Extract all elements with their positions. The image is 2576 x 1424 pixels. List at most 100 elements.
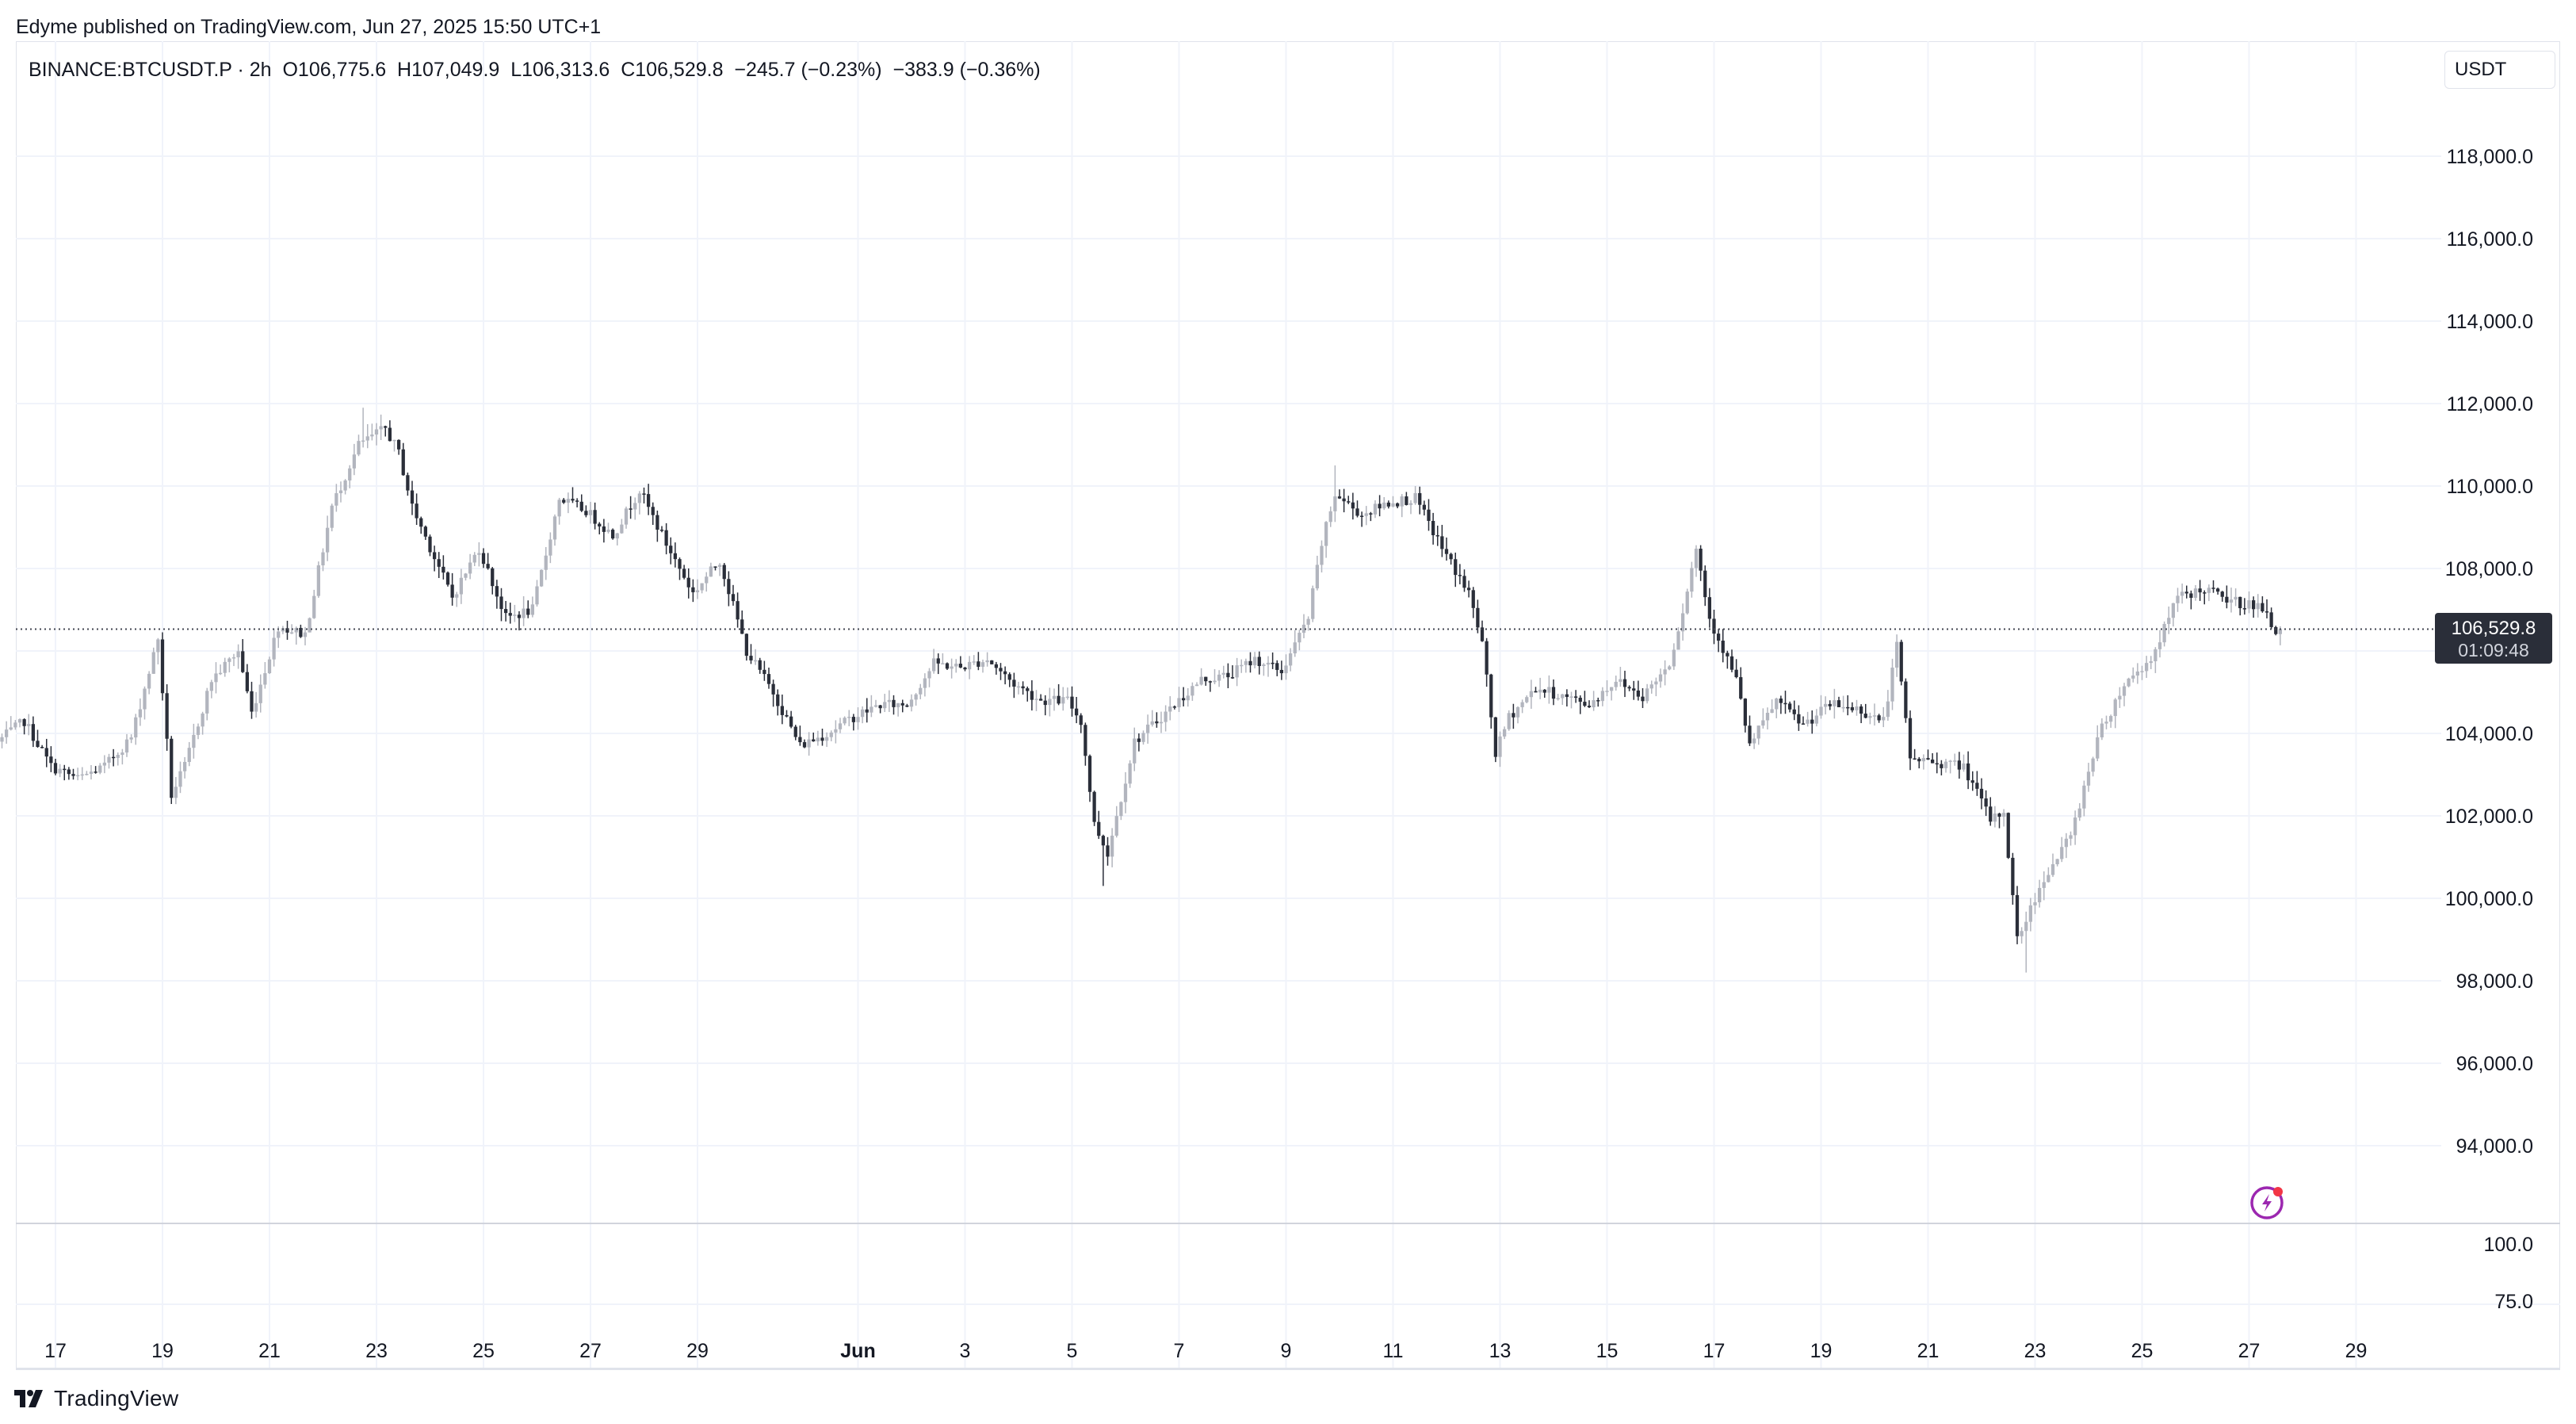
candle-body — [2077, 808, 2081, 818]
candle-body — [1600, 691, 1605, 702]
candle-body — [1369, 513, 1373, 515]
publisher-line: Edyme published on TradingView.com, Jun … — [16, 16, 602, 38]
candle-body — [2127, 678, 2131, 687]
candle-body — [945, 663, 950, 669]
candle-body — [931, 658, 936, 672]
candle-body — [1123, 783, 1128, 802]
candle-body — [1739, 677, 1743, 699]
candle-body — [1413, 492, 1417, 503]
legend-symbol[interactable]: BINANCE:BTCUSDT.P · 2h — [29, 59, 272, 81]
candle-body — [1400, 496, 1404, 507]
candle-body — [972, 661, 976, 663]
candle-body — [1561, 694, 1565, 699]
candle-body — [415, 503, 419, 519]
candle-body — [98, 765, 102, 773]
candle-body — [1641, 696, 1645, 702]
footer-brand: TradingView — [54, 1386, 179, 1411]
candle-body — [673, 553, 678, 560]
time-tick-label: 15 — [1596, 1340, 1619, 1362]
candle-body — [1493, 717, 1498, 757]
candle-body — [1279, 669, 1284, 674]
candle-body — [1841, 706, 1845, 709]
candle-body — [178, 771, 182, 787]
candle-body — [1378, 503, 1382, 509]
candle-body — [4, 729, 9, 737]
candle-body — [1989, 806, 1993, 822]
candle-body — [727, 579, 731, 595]
candle-body — [348, 468, 352, 480]
candle-body — [2234, 596, 2238, 600]
candle-body — [878, 705, 882, 709]
candle-body — [312, 595, 316, 618]
time-tick-label: Jun — [840, 1340, 875, 1362]
candle-body — [1057, 695, 1061, 704]
time-tick-label: 27 — [579, 1340, 602, 1362]
candle-body — [503, 609, 508, 614]
candle-body — [1534, 691, 1538, 693]
candle-body — [1199, 676, 1203, 685]
candle-body — [1324, 522, 1328, 546]
candle-body — [598, 523, 602, 526]
candle-body — [2135, 671, 2140, 676]
time-axis[interactable]: 17 19 21 23 25 27 29 Jun 3 5 7 9 11 13 15 17 19 21 23 25 27 2… — [44, 1340, 2367, 1362]
tradingview-logo[interactable]: TradingView — [14, 1383, 178, 1414]
price-tick-label: 98,000.0 — [2456, 970, 2533, 993]
candle-body — [1471, 590, 1475, 608]
candle-body — [401, 449, 405, 476]
candle-body — [1846, 706, 1850, 709]
candle-body — [1502, 729, 1507, 737]
candle-body — [1061, 697, 1065, 704]
candle-body — [2225, 596, 2229, 603]
candle-body — [2171, 603, 2176, 618]
candle-body — [566, 499, 571, 503]
candle-body — [1101, 836, 1106, 846]
candle-body — [1948, 760, 1952, 762]
candle-body — [1306, 618, 1310, 625]
candle-body — [294, 627, 298, 633]
candle-body — [1177, 698, 1181, 708]
candle-body — [941, 663, 945, 664]
candle-body — [1605, 691, 1609, 692]
price-axis[interactable]: 118,000.0 116,000.0 114,000.0 112,000.0 110,… — [2445, 146, 2533, 1158]
price-tick-label: 110,000.0 — [2447, 476, 2533, 498]
candle-body — [860, 709, 865, 718]
candle-body — [1271, 662, 1275, 664]
candle-body — [1043, 700, 1047, 706]
candle-body — [1680, 613, 1685, 632]
candle-body — [303, 632, 308, 637]
candle-body — [1480, 627, 1485, 641]
candle-body — [468, 562, 472, 574]
candle-body — [705, 576, 709, 584]
candle-body — [464, 573, 468, 578]
candle-body — [124, 739, 129, 753]
candle-body — [1703, 570, 1707, 598]
candle-body — [530, 604, 535, 615]
currency-button[interactable]: USDT — [2444, 51, 2555, 89]
candle-body — [1676, 631, 1680, 650]
candle-body — [2108, 716, 2113, 722]
candle-body — [1984, 798, 1988, 807]
candle-body — [1092, 791, 1096, 822]
price-tick-label: 104,000.0 — [2445, 723, 2533, 745]
notification-dot — [2273, 1187, 2283, 1196]
candle-body — [1614, 681, 1618, 687]
candle-body — [936, 658, 940, 664]
candle-body — [357, 441, 361, 455]
candle-body — [71, 774, 75, 776]
candle-body — [780, 706, 785, 715]
candle-body — [2069, 835, 2073, 839]
candle-body — [1449, 553, 1453, 560]
candle-body — [1913, 758, 1917, 760]
candle-body — [2113, 699, 2117, 717]
candle-body — [1547, 687, 1551, 693]
candle-body — [873, 705, 878, 707]
candle-body — [1244, 660, 1248, 665]
candle-body — [869, 706, 873, 713]
candle-body — [330, 505, 334, 528]
candle-body — [1935, 763, 1939, 765]
grid — [16, 41, 2560, 1369]
candle-body — [2176, 595, 2180, 603]
lightning-icon[interactable] — [2250, 1186, 2284, 1219]
candle-body — [1034, 699, 1038, 700]
